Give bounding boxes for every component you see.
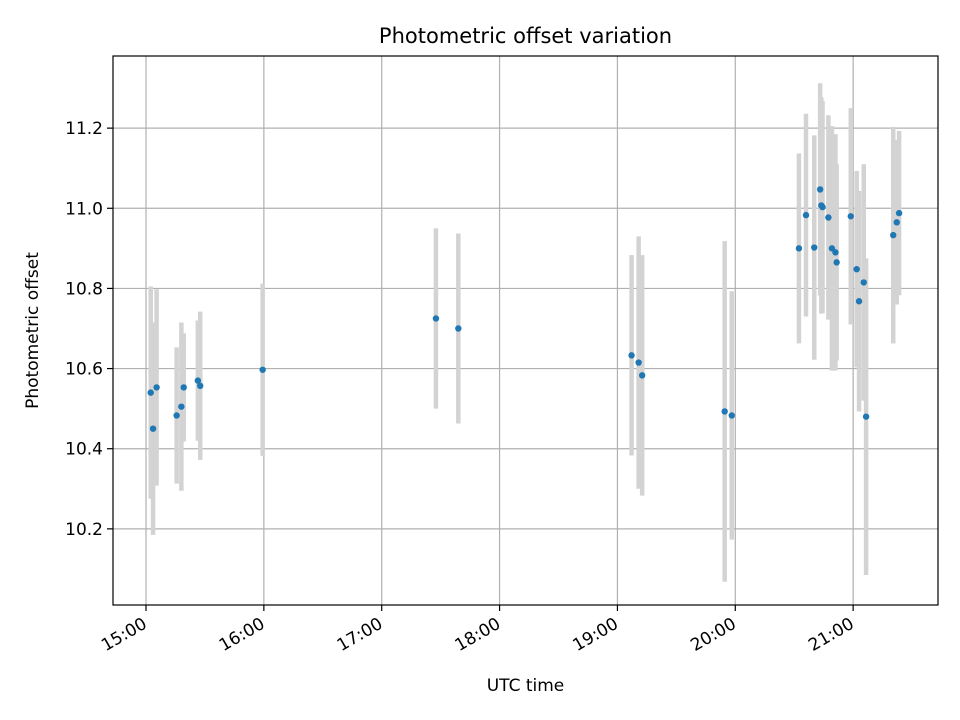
data-point	[147, 389, 154, 396]
data-point	[816, 186, 824, 193]
y-tick-label: 10.2	[65, 520, 103, 540]
data-point	[432, 315, 440, 322]
y-tick-label: 10.4	[65, 440, 103, 460]
data-point	[259, 366, 266, 373]
data-point	[825, 214, 832, 221]
plot-area-frame	[112, 55, 939, 606]
data-point	[862, 413, 870, 420]
data-point	[180, 384, 187, 391]
data-point	[194, 377, 202, 384]
point-layer	[147, 186, 903, 432]
grid-layer	[113, 56, 938, 605]
data-point	[811, 244, 818, 251]
data-point	[628, 352, 635, 359]
data-point	[455, 325, 462, 332]
data-point	[847, 213, 854, 220]
data-point	[833, 259, 840, 266]
data-point	[832, 249, 839, 256]
y-tick-label: 10.8	[65, 279, 103, 299]
data-point	[802, 211, 810, 219]
data-point	[197, 382, 204, 390]
data-point	[728, 412, 735, 419]
data-point	[721, 408, 728, 415]
data-point	[178, 403, 185, 410]
y-tick-label: 11.0	[65, 199, 103, 219]
data-point	[635, 359, 642, 366]
y-axis-ticks: 10.2 10.4 10.6 10.8 11.0 11.2	[65, 119, 113, 540]
chart-title: Photometric offset variation	[379, 24, 672, 48]
data-point	[173, 412, 180, 419]
data-point	[853, 265, 860, 273]
data-point	[638, 372, 646, 379]
data-point	[893, 219, 900, 226]
y-tick-label: 10.6	[65, 360, 103, 380]
data-point	[153, 384, 160, 391]
data-point	[890, 231, 897, 239]
data-point	[855, 298, 863, 305]
data-point	[795, 245, 803, 252]
y-axis-label: Photometric offset	[23, 252, 43, 409]
x-axis-label: UTC time	[487, 676, 565, 696]
data-point	[819, 203, 826, 211]
data-point	[149, 425, 157, 432]
data-point	[860, 279, 867, 286]
data-point	[895, 209, 903, 217]
y-tick-label: 11.2	[65, 119, 103, 139]
